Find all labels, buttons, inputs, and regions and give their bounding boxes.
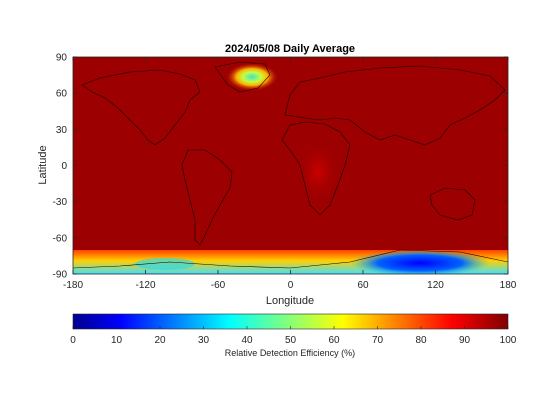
coastline-australia (429, 187, 476, 221)
coastline-antarctica (73, 249, 508, 269)
west-antarctica-region (135, 258, 195, 270)
y-tick-label: 60 (56, 89, 68, 100)
colorbar-tick-label: 50 (285, 335, 297, 346)
y-tick-label: -90 (53, 270, 68, 281)
coastline-africa (281, 121, 351, 216)
x-tick-label: 60 (357, 280, 369, 291)
heatmap-field (73, 57, 508, 274)
x-tick-label: 180 (500, 280, 517, 291)
coastline-eurasia (284, 65, 506, 146)
colorbar-tick-label: 60 (328, 335, 340, 346)
colorbar-tick-label: 70 (372, 335, 384, 346)
colorbar-tick-label: 40 (241, 335, 253, 346)
greenland-low-region (226, 63, 278, 91)
y-axis-label: Latitude (37, 145, 49, 184)
y-tick-label: 90 (56, 53, 68, 64)
colorbar-tick-label: 80 (415, 335, 427, 346)
coastline-north-america (81, 69, 201, 146)
x-axis: -180 -120 -60 0 60 120 180 (63, 57, 517, 291)
coastline-south-america (181, 149, 233, 246)
chart-title: 2024/05/08 Daily Average (225, 43, 355, 55)
coastlines (73, 61, 508, 269)
x-tick-label: -120 (135, 280, 155, 291)
x-tick-label: 120 (427, 280, 444, 291)
y-tick-label: -60 (53, 233, 68, 244)
colorbar-tick-label: 0 (70, 335, 76, 346)
colorbar-tick-label: 100 (500, 335, 517, 346)
colorbar-tick-label: 10 (111, 335, 123, 346)
africa-region (296, 140, 340, 204)
y-tick-label: 30 (56, 125, 68, 136)
colorbar-ticks: 0 10 20 30 40 50 60 70 80 90 100 (70, 326, 517, 346)
east-antarctica-low-region (350, 250, 490, 274)
colorbar-tick-label: 30 (198, 335, 210, 346)
colorbar-tick-label: 90 (459, 335, 471, 346)
colorbar-tick-label: 20 (154, 335, 166, 346)
y-tick-label: 0 (61, 161, 67, 172)
x-tick-label: 0 (288, 280, 294, 291)
x-axis-label: Longitude (266, 295, 314, 307)
y-axis: 90 60 30 0 -30 -60 -90 (53, 53, 508, 281)
y-tick-label: -30 (53, 197, 68, 208)
coastline-greenland (214, 61, 271, 93)
x-tick-label: -180 (63, 280, 83, 291)
x-tick-label: -60 (211, 280, 226, 291)
field-background (73, 57, 508, 274)
colorbar-label: Relative Detection Efficiency (%) (225, 348, 355, 358)
